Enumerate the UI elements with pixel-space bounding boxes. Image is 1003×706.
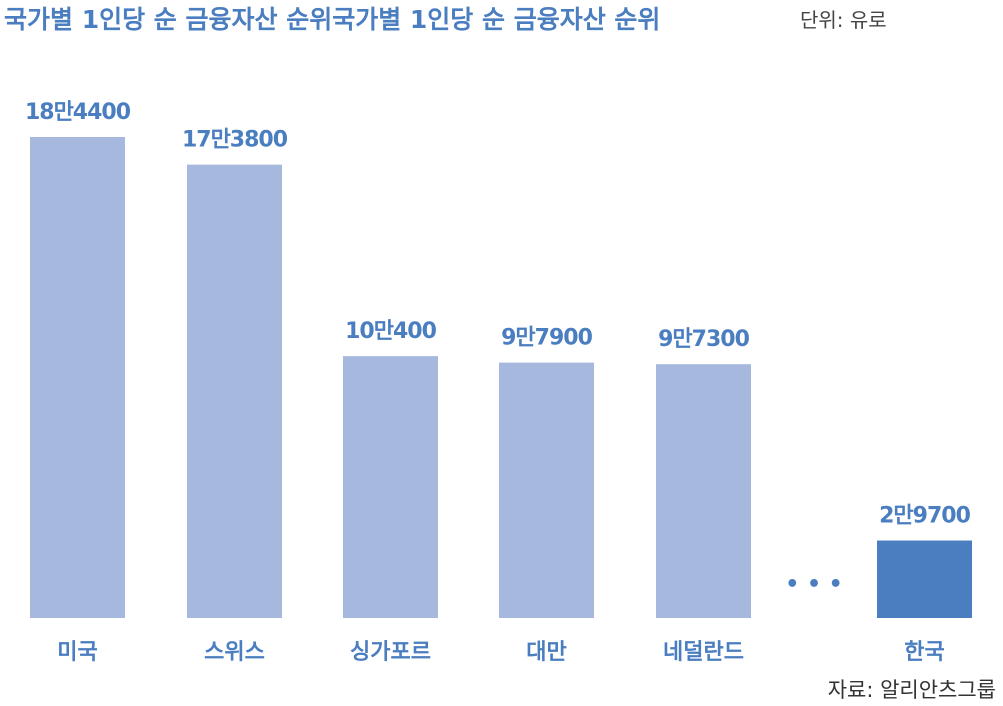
bar-6 <box>877 540 972 618</box>
value-label-1: 18만4400 <box>25 100 131 125</box>
bar-5 <box>656 364 751 618</box>
category-label-1: 미국 <box>57 640 97 665</box>
gap-marker: • • • <box>785 572 843 597</box>
unit-label: 단위: 유로 <box>800 8 887 32</box>
category-label-2: 스위스 <box>204 640 265 665</box>
value-label-4: 9만7900 <box>501 326 592 351</box>
value-label-3: 10만400 <box>345 319 436 344</box>
value-label-6: 2만9700 <box>879 504 970 529</box>
source-note: 자료: 알리안츠그룹 <box>828 678 996 702</box>
category-label-3: 싱가포르 <box>350 640 431 665</box>
bar-1 <box>30 137 125 618</box>
value-label-5: 9만7300 <box>658 327 749 352</box>
bars-group: 18만4400 미국 17만3800 스위스 10만400 싱가포르 9만7900 대만 9만7… <box>25 100 972 665</box>
category-label-6: 한국 <box>904 640 944 665</box>
chart-title: 국가별 1인당 순 금융자산 순위국가별 1인당 순 금융자산 순위 <box>4 5 660 34</box>
bar-4 <box>499 362 594 618</box>
bar-3 <box>343 356 438 618</box>
category-label-5: 네덜란드 <box>663 640 744 665</box>
category-label-4: 대만 <box>526 640 566 665</box>
value-label-2: 17만3800 <box>182 128 288 153</box>
bar-2 <box>187 164 282 619</box>
